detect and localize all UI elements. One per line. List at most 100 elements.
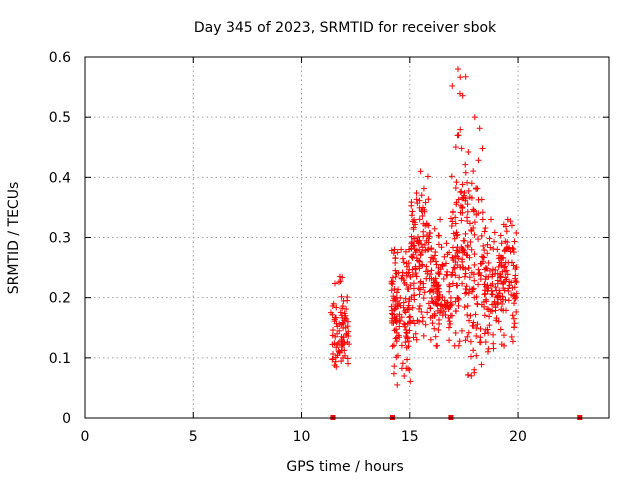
data-point	[410, 317, 417, 324]
y-tick-label: 0.3	[49, 231, 71, 247]
y-tick-label: 0.1	[49, 351, 71, 367]
data-point	[409, 271, 416, 278]
data-point	[403, 326, 410, 333]
data-point	[473, 332, 480, 339]
data-point	[407, 313, 414, 320]
data-point	[452, 298, 459, 305]
data-point	[461, 304, 468, 311]
data-point	[500, 279, 507, 286]
data-point	[416, 237, 423, 244]
data-point	[457, 202, 464, 209]
data-point	[480, 254, 487, 261]
data-point	[341, 352, 348, 359]
data-point	[405, 343, 412, 350]
data-point	[470, 347, 477, 354]
data-point	[418, 207, 425, 214]
data-point	[338, 293, 345, 300]
data-point	[413, 273, 420, 280]
data-point	[482, 296, 489, 303]
data-point	[407, 378, 414, 385]
data-point	[443, 260, 450, 267]
data-point	[508, 333, 515, 340]
data-point	[425, 239, 432, 246]
data-point	[496, 287, 503, 294]
data-points	[327, 66, 520, 388]
data-point	[346, 341, 353, 348]
data-point	[497, 271, 504, 278]
data-point	[393, 289, 400, 296]
data-point-low	[501, 342, 508, 349]
data-point	[344, 355, 351, 362]
data-point	[408, 294, 415, 301]
data-point	[408, 202, 415, 209]
data-point	[447, 320, 454, 327]
data-point	[415, 240, 422, 247]
data-point-peak	[437, 216, 444, 223]
data-point	[462, 73, 469, 80]
data-point	[436, 295, 443, 302]
data-point	[416, 302, 423, 309]
data-point	[479, 209, 486, 216]
data-point	[487, 308, 494, 315]
data-point	[397, 302, 404, 309]
data-point	[435, 241, 442, 248]
data-point	[404, 320, 411, 327]
data-point-low	[333, 363, 340, 370]
data-point	[464, 201, 471, 208]
data-point	[502, 307, 509, 314]
data-point	[392, 267, 399, 274]
data-point	[452, 252, 459, 259]
data-point	[484, 305, 491, 312]
data-point	[478, 196, 485, 203]
y-tick-label: 0.2	[49, 291, 71, 307]
data-point	[333, 314, 340, 321]
data-point	[398, 275, 405, 282]
data-point	[451, 235, 458, 242]
data-point	[399, 269, 406, 276]
data-point	[416, 216, 423, 223]
data-point	[476, 125, 483, 132]
data-point	[454, 294, 461, 301]
data-point	[423, 232, 430, 239]
data-point	[406, 366, 413, 373]
data-point	[333, 344, 340, 351]
data-point	[486, 322, 493, 329]
data-point	[509, 338, 516, 345]
data-point	[458, 188, 465, 195]
data-point	[462, 230, 469, 237]
data-point	[500, 221, 507, 228]
data-point	[343, 305, 350, 312]
data-point	[492, 284, 499, 291]
data-point	[458, 327, 465, 334]
data-point	[461, 189, 468, 196]
data-point	[510, 249, 517, 256]
data-point	[513, 229, 520, 236]
data-point	[415, 305, 422, 312]
data-point	[492, 270, 499, 277]
data-point	[441, 253, 448, 260]
data-point	[477, 260, 484, 267]
data-point	[394, 249, 401, 256]
data-point	[453, 199, 460, 206]
data-point	[499, 293, 506, 300]
data-point	[336, 348, 343, 355]
data-point	[482, 339, 489, 346]
y-tick-label: 0.5	[49, 110, 71, 126]
data-point	[392, 254, 399, 261]
data-point	[405, 302, 412, 309]
data-point	[437, 266, 444, 273]
data-point	[402, 339, 409, 346]
data-point	[416, 263, 423, 270]
data-point	[332, 358, 339, 365]
data-point	[438, 301, 445, 308]
data-point	[460, 237, 467, 244]
data-point-low	[468, 372, 475, 379]
data-point	[425, 196, 432, 203]
data-point	[500, 255, 507, 262]
data-point	[416, 291, 423, 298]
y-tick-labels: 0 0.1 0.2 0.3 0.4 0.5 0.6	[49, 50, 71, 427]
data-point	[448, 173, 455, 180]
data-point	[428, 295, 435, 302]
data-point	[443, 240, 450, 247]
data-point	[388, 303, 395, 310]
